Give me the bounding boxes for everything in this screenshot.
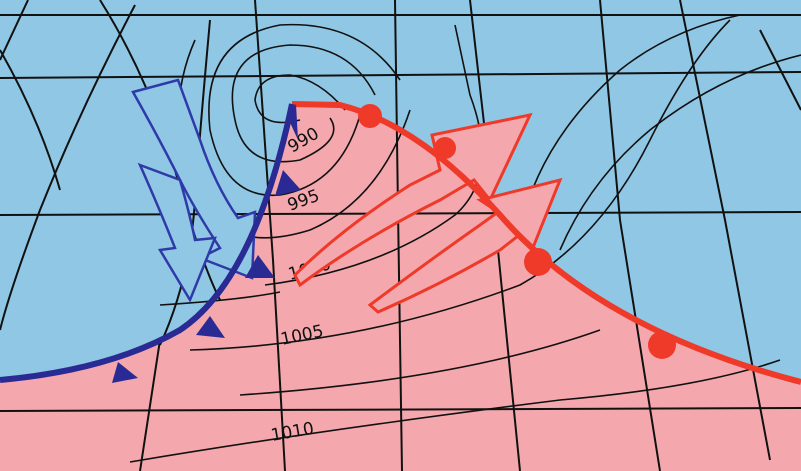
cold-front xyxy=(0,103,301,383)
warm-front-semicircle-icon xyxy=(648,331,676,359)
warm-front-line xyxy=(291,101,801,385)
grid-line xyxy=(139,339,161,471)
warm-front xyxy=(291,101,801,385)
warm-front-semicircle-icon xyxy=(358,104,382,128)
cold-front-triangle-icon xyxy=(245,255,275,278)
cold-front-triangle-icon xyxy=(196,316,225,338)
cold-air-flow-arrow xyxy=(131,78,257,280)
isobar-line xyxy=(239,329,601,396)
grid-line xyxy=(254,0,286,471)
grid-line xyxy=(599,0,661,471)
warm-air-flow-arrow xyxy=(367,177,563,314)
isobar-line xyxy=(519,14,741,231)
cold-air-flow-arrow xyxy=(137,162,217,303)
warm-front-semicircle-icon xyxy=(434,137,456,159)
grid-line xyxy=(0,4,136,331)
cold-front-triangle-icon xyxy=(112,362,138,383)
isobar-line xyxy=(208,23,401,197)
isobar-line xyxy=(559,54,801,251)
grid-line xyxy=(759,29,801,111)
grid-line xyxy=(679,0,771,461)
warm-air-flow-arrow xyxy=(293,112,533,288)
isobar-line xyxy=(159,291,281,306)
isobar-line xyxy=(189,19,731,351)
cold-front-triangle-icon xyxy=(275,170,301,196)
cold-air-arrows xyxy=(131,78,257,303)
grid-line xyxy=(0,71,801,79)
cold-front-line xyxy=(0,103,295,383)
cold-front-triangle-icon xyxy=(288,104,298,140)
isobars xyxy=(129,14,801,463)
isobar-line xyxy=(231,44,376,163)
isobar-line xyxy=(254,74,346,124)
warm-front-semicircle-icon xyxy=(524,248,552,276)
isobar-line xyxy=(129,359,781,463)
warm-air-arrows xyxy=(293,112,563,314)
grid-line xyxy=(0,0,29,61)
grid-line xyxy=(0,49,61,191)
